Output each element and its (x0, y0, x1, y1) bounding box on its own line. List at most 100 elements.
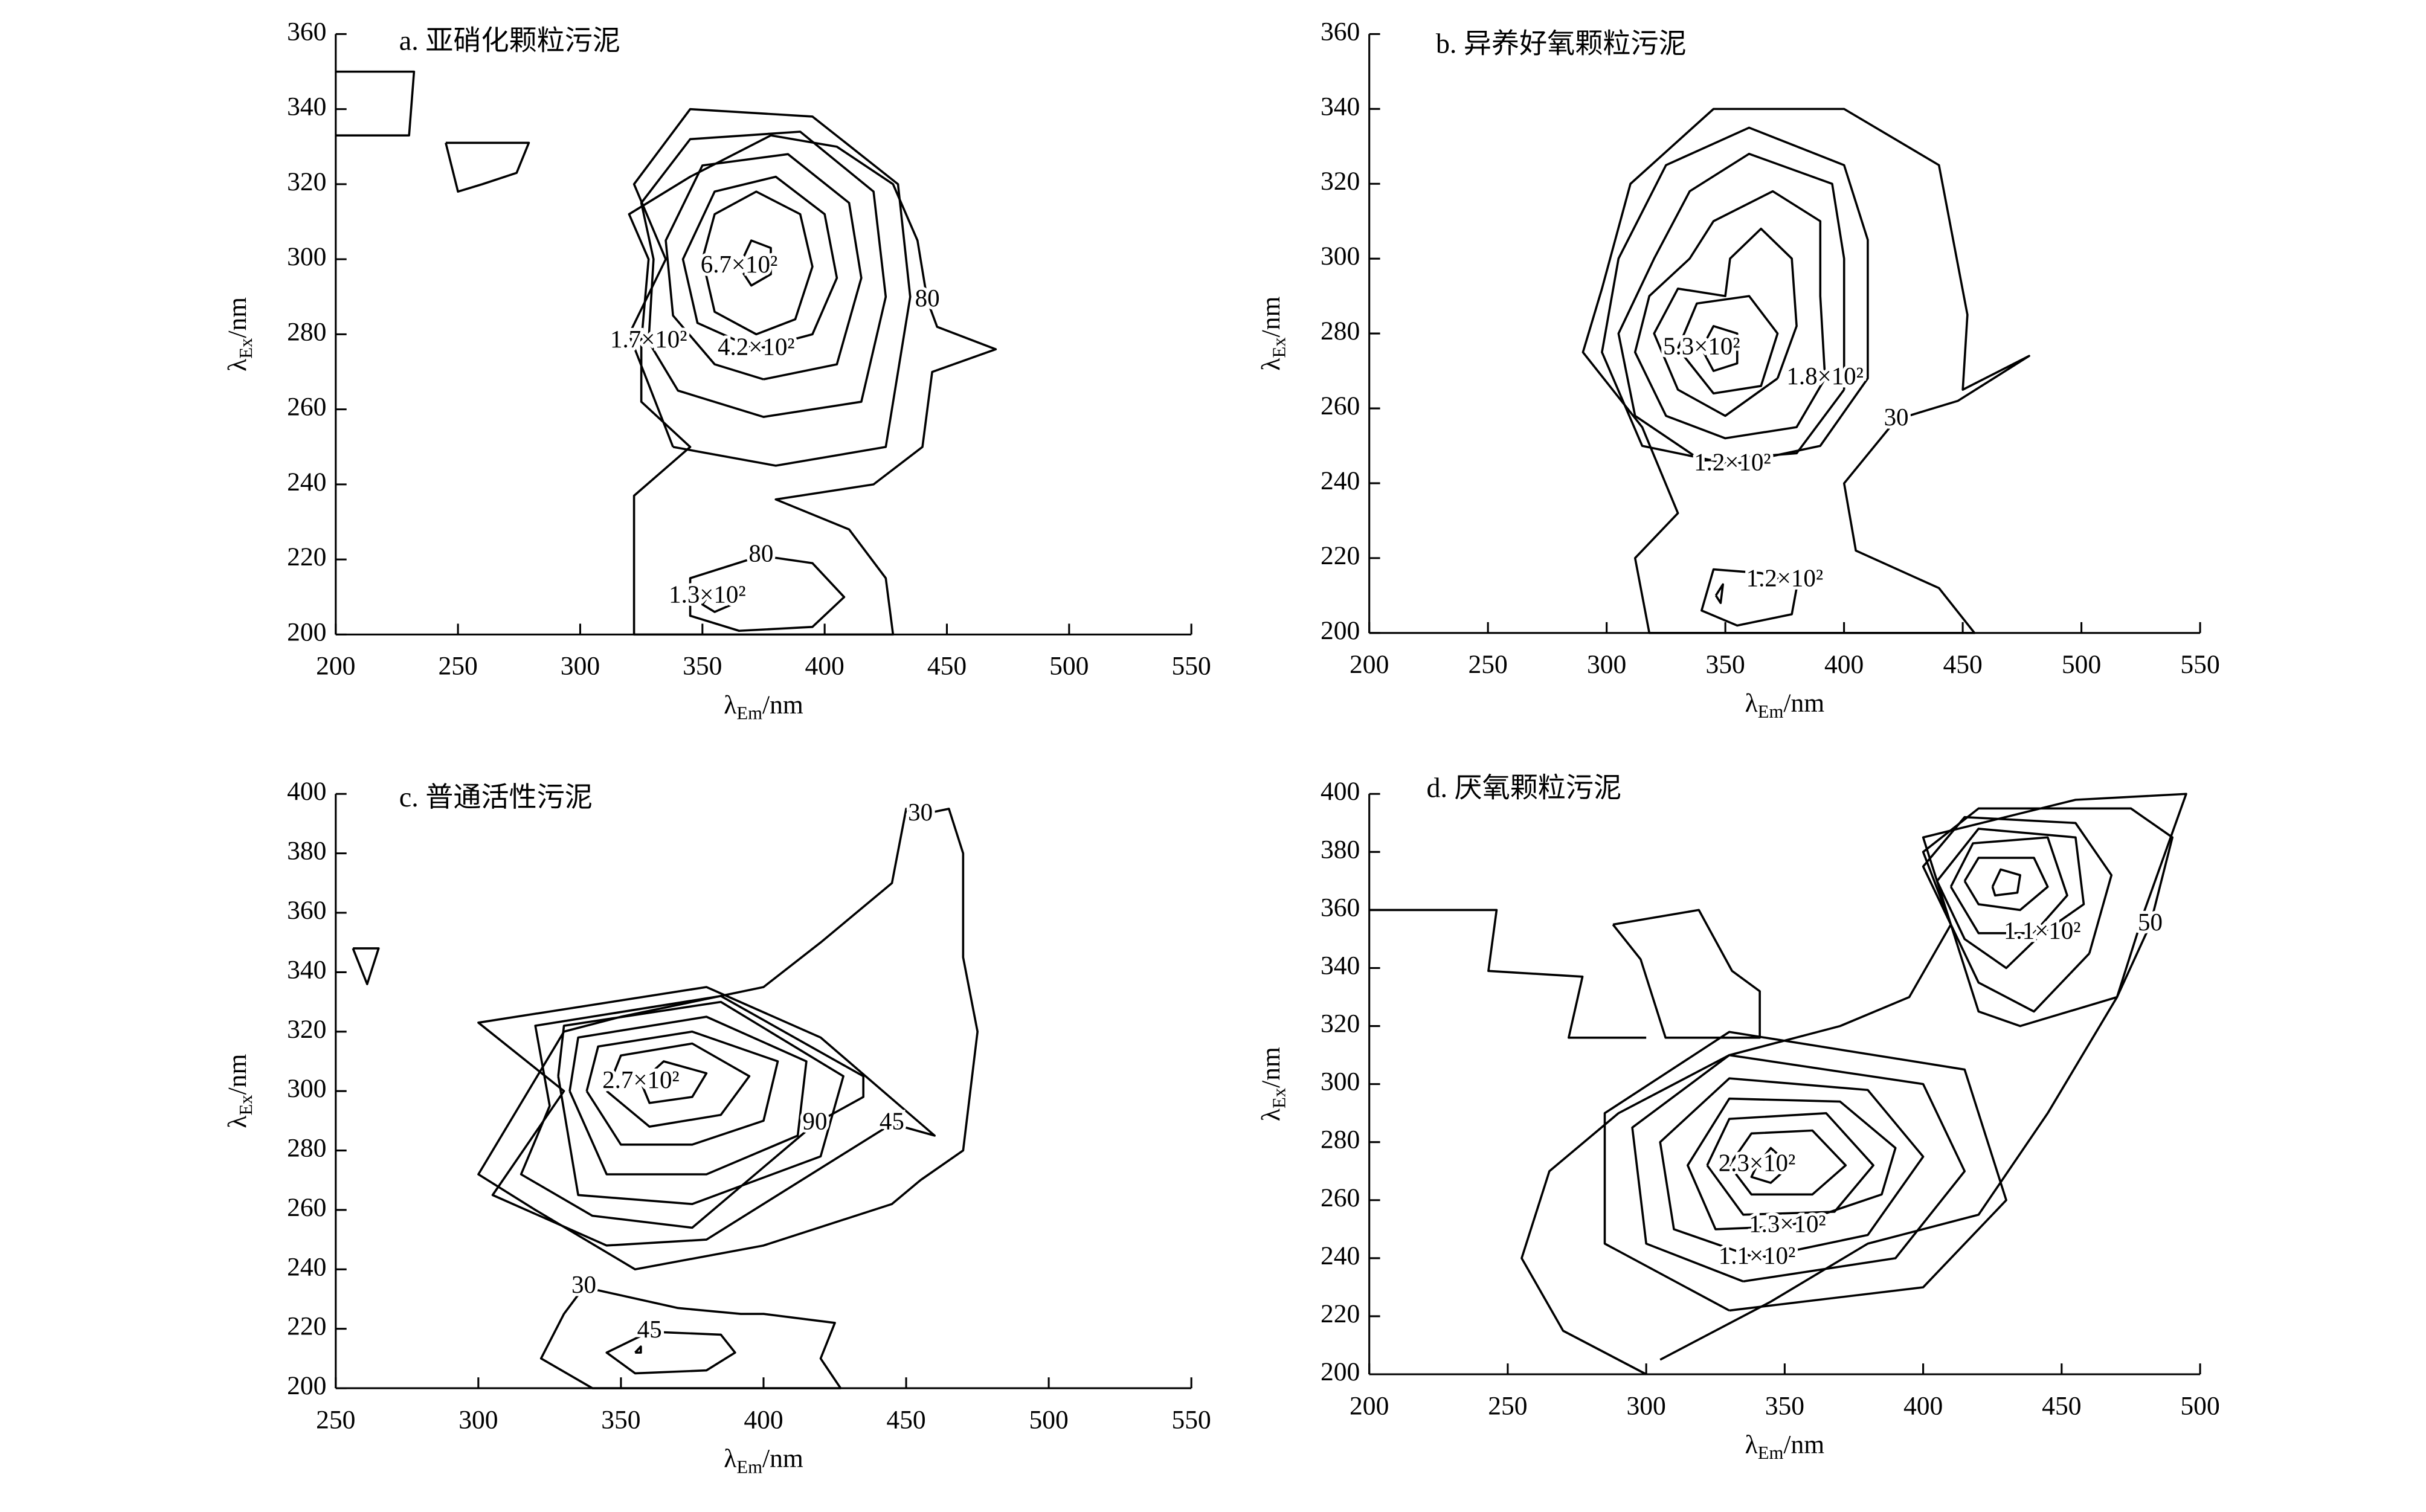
label-unit: /nm (1256, 1047, 1285, 1088)
contour-line (585, 1030, 779, 1146)
label-unit: /nm (1783, 1430, 1824, 1459)
x-tick-label: 550 (1171, 1405, 1211, 1434)
contour-label: 1.7×10² (610, 325, 687, 353)
x-tick-label: 350 (601, 1405, 640, 1434)
y-tick-label: 380 (1321, 835, 1360, 864)
label-symbol: λ (724, 1444, 736, 1473)
contour-label: 1.2×10² (1746, 564, 1824, 591)
contour-line (1612, 909, 1761, 1039)
contour-line (1676, 295, 1779, 395)
contour-line (1728, 1129, 1847, 1196)
x-tick-label: 250 (1469, 650, 1508, 679)
label-subscript: Ex (1269, 1088, 1290, 1108)
label-unit: /nm (223, 1054, 252, 1095)
contour-label: 2.7×10² (602, 1066, 680, 1093)
x-tick-label: 200 (1350, 1391, 1389, 1420)
contour-line (1581, 108, 2030, 634)
x-tick-label: 400 (805, 652, 844, 681)
y-tick-label: 340 (287, 92, 326, 121)
contour-line (738, 239, 772, 287)
panel-title: c. 普通活性污泥 (399, 782, 593, 812)
y-tick-label: 340 (287, 955, 326, 984)
contour-label: 1.8×10² (1786, 362, 1864, 390)
y-tick-label: 340 (1321, 951, 1360, 980)
x-axis-label: λEm/nm (1745, 1430, 1825, 1463)
contour-label: 50 (2138, 908, 2163, 936)
x-tick-label: 500 (1029, 1405, 1068, 1434)
label-symbol: λ (724, 690, 736, 719)
contour-label: 45 (637, 1315, 662, 1343)
contour-line (1922, 816, 2113, 1013)
contour-line (640, 130, 887, 418)
panel: 200 250 300 350 400 450 500 200 220 240 260 280 300 3… (1256, 773, 2220, 1464)
contour-line (1659, 1077, 1925, 1259)
y-tick-label: 220 (287, 1312, 326, 1341)
y-tick-label: 280 (1321, 1125, 1360, 1154)
y-tick-label: 300 (1321, 1067, 1360, 1096)
x-tick-label: 300 (458, 1405, 498, 1434)
y-tick-label: 260 (287, 393, 326, 422)
contour-line (640, 1060, 708, 1104)
y-tick-label: 340 (1321, 92, 1360, 121)
y-tick-label: 240 (287, 1252, 326, 1281)
contour-line (1700, 568, 1798, 627)
contour-line (1686, 1097, 1897, 1231)
contour-line (1935, 828, 2085, 970)
y-tick-label: 220 (287, 542, 326, 571)
y-tick-label: 360 (287, 17, 326, 46)
x-tick-label: 250 (1488, 1391, 1527, 1420)
label-subscript: Ex (236, 338, 256, 359)
y-tick-label: 300 (1321, 242, 1360, 271)
y-axis-label: λEx/nm (1256, 296, 1290, 370)
label-unit: /nm (223, 297, 252, 338)
contour-label: 80 (748, 539, 773, 567)
contour-line (445, 141, 530, 193)
y-tick-label: 220 (1321, 541, 1360, 570)
y-tick-label: 400 (287, 777, 326, 806)
contour-line (605, 1042, 751, 1128)
contour-line (1991, 868, 2021, 897)
label-symbol: λ (1256, 358, 1285, 370)
label-subscript: Ex (1269, 337, 1290, 358)
label-subscript: Em (736, 1456, 762, 1477)
contour-line (681, 175, 838, 350)
x-axis-label: λEm/nm (724, 1444, 803, 1477)
panel-title: d. 厌氧颗粒污泥 (1426, 773, 1621, 803)
y-tick-label: 260 (1321, 391, 1360, 420)
contour-line (634, 1345, 642, 1354)
label-unit: /nm (762, 1444, 803, 1473)
y-tick-label: 320 (287, 1015, 326, 1044)
x-tick-label: 250 (316, 1405, 355, 1434)
contour-line (557, 1000, 845, 1205)
label-unit: /nm (1256, 296, 1285, 337)
panel: 200 250 300 350 400 450 500 550 200 220 240 260 280 3… (223, 17, 1211, 723)
contour-line (1706, 1111, 1874, 1216)
contour-line (628, 134, 997, 636)
contour-line (539, 1286, 842, 1389)
contour-line (1520, 793, 2187, 1375)
contour-label: 30 (1884, 403, 1909, 431)
contour-line (1653, 227, 1798, 417)
contour-line (1633, 190, 1827, 440)
y-tick-label: 200 (287, 1371, 326, 1400)
contour-line (352, 947, 380, 985)
y-axis-label: λEx/nm (1256, 1047, 1290, 1121)
x-tick-label: 400 (1903, 1391, 1943, 1420)
y-tick-label: 200 (287, 617, 326, 646)
contour-line (605, 1330, 736, 1375)
x-tick-label: 400 (744, 1405, 783, 1434)
contour-line (1949, 836, 2068, 935)
x-tick-label: 550 (1171, 652, 1211, 681)
x-tick-label: 350 (1765, 1391, 1804, 1420)
panel: 250 300 350 400 450 500 550 200 220 240 260 280 300 3… (223, 777, 1211, 1477)
contour-line (1631, 1054, 1966, 1283)
y-tick-label: 360 (287, 896, 326, 925)
y-tick-label: 280 (287, 317, 326, 346)
label-unit: /nm (762, 690, 803, 719)
y-tick-label: 260 (287, 1193, 326, 1222)
contour-line (701, 190, 814, 336)
x-tick-label: 550 (2180, 650, 2219, 679)
contour-label: 5.3×10² (1663, 332, 1740, 359)
